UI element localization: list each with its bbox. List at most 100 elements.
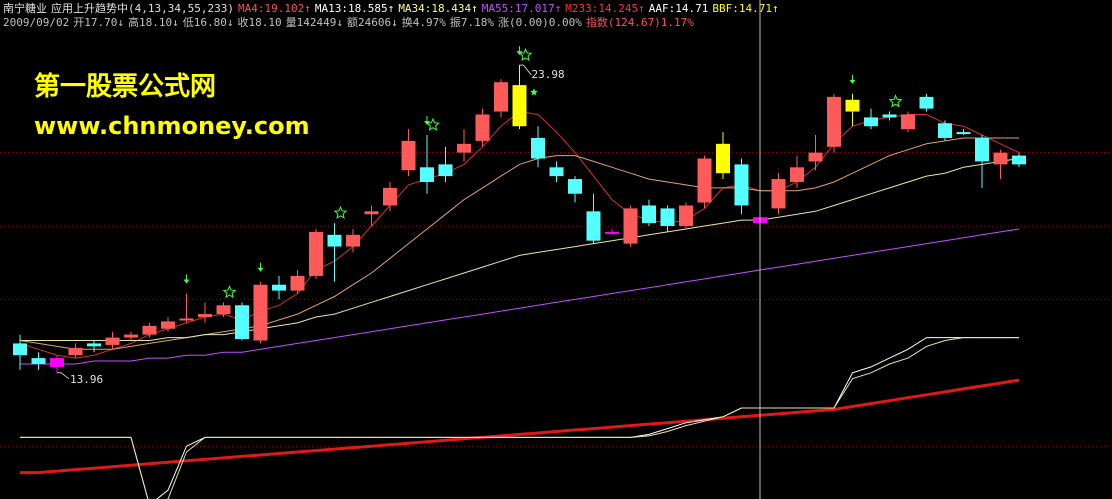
- star-icon: [222, 284, 237, 299]
- candle[interactable]: [642, 199, 656, 227]
- candle-body: [660, 208, 675, 227]
- candle[interactable]: [216, 302, 231, 318]
- small-star-icon: [530, 88, 538, 96]
- indicator-2: MA34:18.434↑: [398, 2, 478, 15]
- candle[interactable]: [827, 93, 841, 153]
- candle[interactable]: [309, 228, 323, 279]
- candle-body: [364, 211, 379, 215]
- candle[interactable]: [734, 158, 749, 215]
- candle-body: [494, 82, 508, 112]
- candle[interactable]: [475, 108, 490, 147]
- candle[interactable]: [623, 205, 638, 247]
- candle[interactable]: [512, 65, 527, 130]
- candle-body: [198, 314, 212, 318]
- indicator-header: 南宁糖业 应用上升趋势中(4,13,34,55,233) MA4:19.102↑ MA…: [3, 2, 787, 15]
- series-m233: [20, 378, 1020, 475]
- candle[interactable]: [586, 193, 601, 244]
- series-aaf: [20, 337, 1019, 499]
- candle-body: [457, 143, 471, 153]
- quote-field-1: 开17.70↓: [73, 16, 124, 29]
- candle[interactable]: [13, 334, 27, 370]
- candle[interactable]: [901, 111, 915, 133]
- candle[interactable]: [68, 343, 83, 359]
- candle-body: [50, 358, 64, 367]
- candle[interactable]: [383, 181, 397, 212]
- indicator-4: M233:14.245↑: [565, 2, 645, 15]
- indicator-5: AAF:14.71: [648, 2, 709, 15]
- quote-field-5: 量142449↓: [285, 16, 343, 29]
- candle-body: [272, 284, 286, 291]
- candles[interactable]: [13, 65, 1026, 373]
- down-arrow-icon: [424, 116, 430, 126]
- candle[interactable]: [716, 132, 730, 180]
- candle[interactable]: [679, 202, 693, 229]
- candle[interactable]: [235, 302, 249, 341]
- quote-field-0: 2009/09/02: [3, 16, 70, 29]
- quote-field-2: 高18.10↓: [127, 16, 179, 29]
- star-icon: [888, 94, 903, 108]
- candle-body: [679, 205, 693, 227]
- candle[interactable]: [142, 322, 157, 338]
- candle[interactable]: [938, 120, 952, 141]
- candle[interactable]: [993, 149, 1008, 180]
- candle[interactable]: [253, 281, 268, 344]
- candle[interactable]: [346, 228, 360, 253]
- candle[interactable]: [327, 223, 342, 282]
- candle-body: [827, 96, 841, 147]
- candle[interactable]: [919, 93, 934, 112]
- series-ma13: [19, 137, 1019, 350]
- candle[interactable]: [845, 93, 860, 127]
- candle[interactable]: [438, 146, 453, 182]
- candle-body: [938, 123, 952, 138]
- indicator-values: MA4:19.102↑ MA13:18.585↑ MA34:18.434↑ MA55:…: [238, 2, 783, 15]
- candle[interactable]: [87, 340, 101, 353]
- candle-body: [290, 275, 305, 291]
- candle[interactable]: [605, 228, 619, 235]
- candle-body: [13, 343, 27, 356]
- candle[interactable]: [882, 111, 897, 121]
- quote-field-8: 振7.18%: [449, 16, 494, 29]
- candle-body: [605, 231, 619, 234]
- star-icon: [426, 117, 440, 131]
- candle[interactable]: [1012, 152, 1026, 168]
- candle[interactable]: [290, 270, 305, 294]
- candle[interactable]: [975, 135, 989, 188]
- candle-body: [623, 208, 638, 244]
- candle[interactable]: [549, 161, 564, 182]
- candle[interactable]: [771, 173, 786, 215]
- candle-body: [105, 337, 120, 345]
- candle[interactable]: [568, 176, 582, 203]
- candle[interactable]: [161, 317, 175, 332]
- stock-name[interactable]: 南宁糖业: [3, 2, 47, 15]
- max-price-label: 23.98: [532, 68, 565, 81]
- candle[interactable]: [105, 331, 120, 350]
- down-arrow-icon: [516, 46, 523, 56]
- candle[interactable]: [808, 135, 823, 171]
- candle[interactable]: [494, 79, 508, 118]
- candle[interactable]: [660, 205, 675, 232]
- candle[interactable]: [31, 352, 46, 370]
- candle[interactable]: [457, 129, 471, 162]
- candle[interactable]: [864, 108, 878, 130]
- candle[interactable]: [50, 355, 64, 373]
- candle[interactable]: [531, 126, 545, 168]
- candle[interactable]: [124, 331, 138, 341]
- candle-body: [771, 179, 786, 209]
- candle-body: [216, 305, 231, 315]
- candle-body: [531, 137, 545, 159]
- candle-body: [383, 187, 397, 206]
- candle[interactable]: [956, 129, 971, 136]
- candle[interactable]: [697, 155, 712, 209]
- candle[interactable]: [401, 129, 416, 177]
- candle-body: [901, 114, 915, 130]
- candle[interactable]: [272, 275, 286, 300]
- candle[interactable]: [420, 135, 434, 194]
- candle-body: [31, 358, 46, 364]
- candle[interactable]: [790, 155, 804, 188]
- candle[interactable]: [198, 302, 212, 323]
- down-arrow-icon: [257, 262, 264, 272]
- candle[interactable]: [179, 293, 194, 323]
- min-price-leader: [57, 372, 70, 380]
- formula-params: (4,13,34,55,233): [128, 2, 234, 15]
- candle[interactable]: [364, 205, 379, 227]
